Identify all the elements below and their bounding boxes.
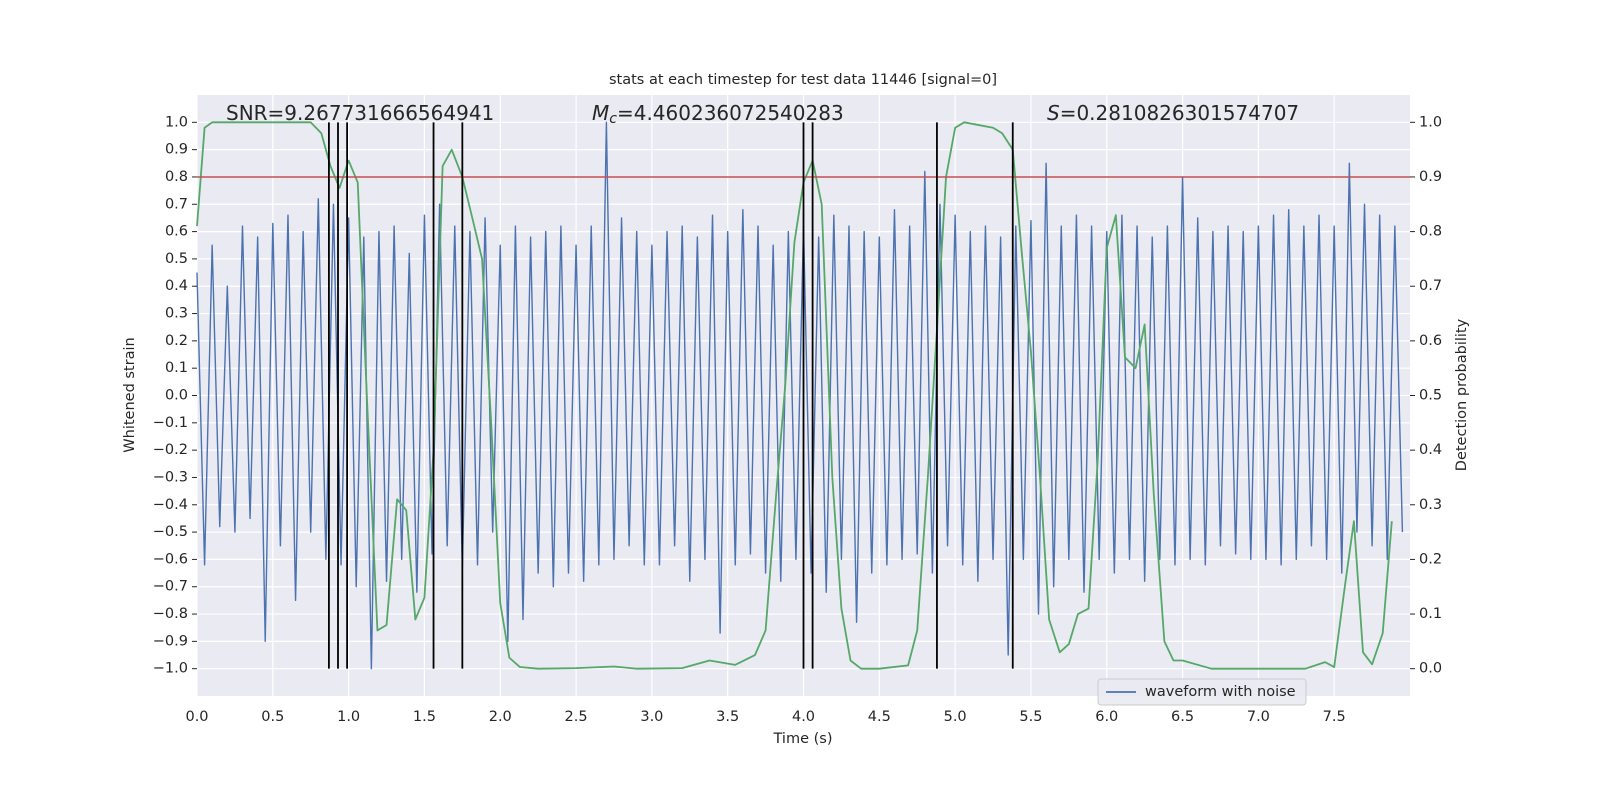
x-tick-label: 6.5 (1171, 709, 1194, 725)
x-tick-label: 1.0 (337, 709, 360, 725)
y-tick-label: −0.3 (153, 469, 188, 485)
annotation-text: SNR=9.267731666564941 (226, 101, 494, 125)
x-tick-label: 0.5 (261, 709, 284, 725)
y-tick-label: −0.6 (153, 551, 188, 567)
y2-tick-label: 0.0 (1419, 661, 1442, 677)
y-tick-label: −0.8 (153, 606, 188, 622)
x-tick-label: 2.5 (565, 709, 588, 725)
annotation-subscript: c (609, 111, 617, 127)
y2-tick-label: 0.3 (1419, 497, 1442, 513)
x-tick-label: 4.5 (868, 709, 891, 725)
annotation-text: =4.460236072540283 (617, 101, 844, 125)
y2-tick-label: 0.5 (1419, 388, 1442, 404)
y-tick-label: −0.4 (153, 497, 188, 513)
x-tick-label: 0.0 (185, 709, 208, 725)
y-tick-label: −1.0 (153, 661, 188, 677)
legend-label: waveform with noise (1145, 684, 1296, 700)
probability-line (196, 121, 1393, 670)
x-tick-label: 2.0 (489, 709, 512, 725)
annotation-symbol: S (1047, 101, 1060, 125)
y-tick-label: 0.1 (165, 360, 188, 376)
y-tick-label: 0.3 (165, 306, 188, 322)
annotation: S=0.2810826301574707 (1047, 101, 1299, 125)
y-tick-label: 0.2 (165, 333, 188, 349)
y-tick-label: 0.0 (165, 388, 188, 404)
y2-tick-label: 0.2 (1419, 551, 1442, 567)
x-tick-label: 3.5 (716, 709, 739, 725)
annotation: Mc=4.460236072540283 (592, 101, 844, 128)
y2-tick-label: 0.7 (1419, 278, 1442, 294)
x-tick-label: 6.0 (1095, 709, 1118, 725)
annotation-symbol: M (592, 101, 609, 125)
marks (196, 121, 1410, 670)
annotation-text: =0.2810826301574707 (1060, 101, 1299, 125)
y-tick-label: 0.8 (165, 169, 188, 185)
y-tick-label: 0.6 (165, 224, 188, 240)
x-tick-label: 3.0 (640, 709, 663, 725)
x-tick-label: 1.5 (413, 709, 436, 725)
labels: 0.0 0.5 1.0 1.5 2.0 2.5 3.0 3.5 4.0 4.5 5.0 5.5 6.0 6… (153, 101, 1442, 726)
x-tick-label: 5.5 (1019, 709, 1042, 725)
chart-title: stats at each timestep for test data 114… (609, 72, 997, 88)
waveform-line (196, 121, 1404, 670)
y-tick-label: −0.7 (153, 579, 188, 595)
y-tick-label: −0.2 (153, 442, 188, 458)
y2-tick-label: 0.8 (1419, 224, 1442, 240)
x-tick-label: 4.0 (792, 709, 815, 725)
y2-axis-label: Detection probability (1454, 318, 1470, 471)
x-tick-label: 7.5 (1323, 709, 1346, 725)
y2-tick-label: 0.9 (1419, 169, 1442, 185)
x-tick-label: 7.0 (1247, 709, 1270, 725)
y-tick-label: 0.7 (165, 196, 188, 212)
y2-tick-label: 0.4 (1419, 442, 1442, 458)
y-tick-label: −0.9 (153, 633, 188, 649)
y-tick-label: 0.5 (165, 251, 188, 267)
y-tick-label: 0.9 (165, 142, 188, 158)
y-tick-label: 1.0 (165, 114, 188, 130)
annotation: SNR=9.267731666564941 (226, 101, 494, 125)
y2-tick-label: 0.1 (1419, 606, 1442, 622)
x-tick-label: 5.0 (944, 709, 967, 725)
y2-tick-label: 0.6 (1419, 333, 1442, 349)
y2-tick-label: 1.0 (1419, 114, 1442, 130)
x-axis-label: Time (s) (773, 731, 833, 747)
legend-box (1097, 678, 1307, 706)
y-tick-label: 0.4 (165, 278, 188, 294)
y-tick-label: −0.1 (153, 415, 188, 431)
y-tick-label: −0.5 (153, 524, 188, 540)
y-axis-label: Whitened strain (122, 337, 138, 452)
